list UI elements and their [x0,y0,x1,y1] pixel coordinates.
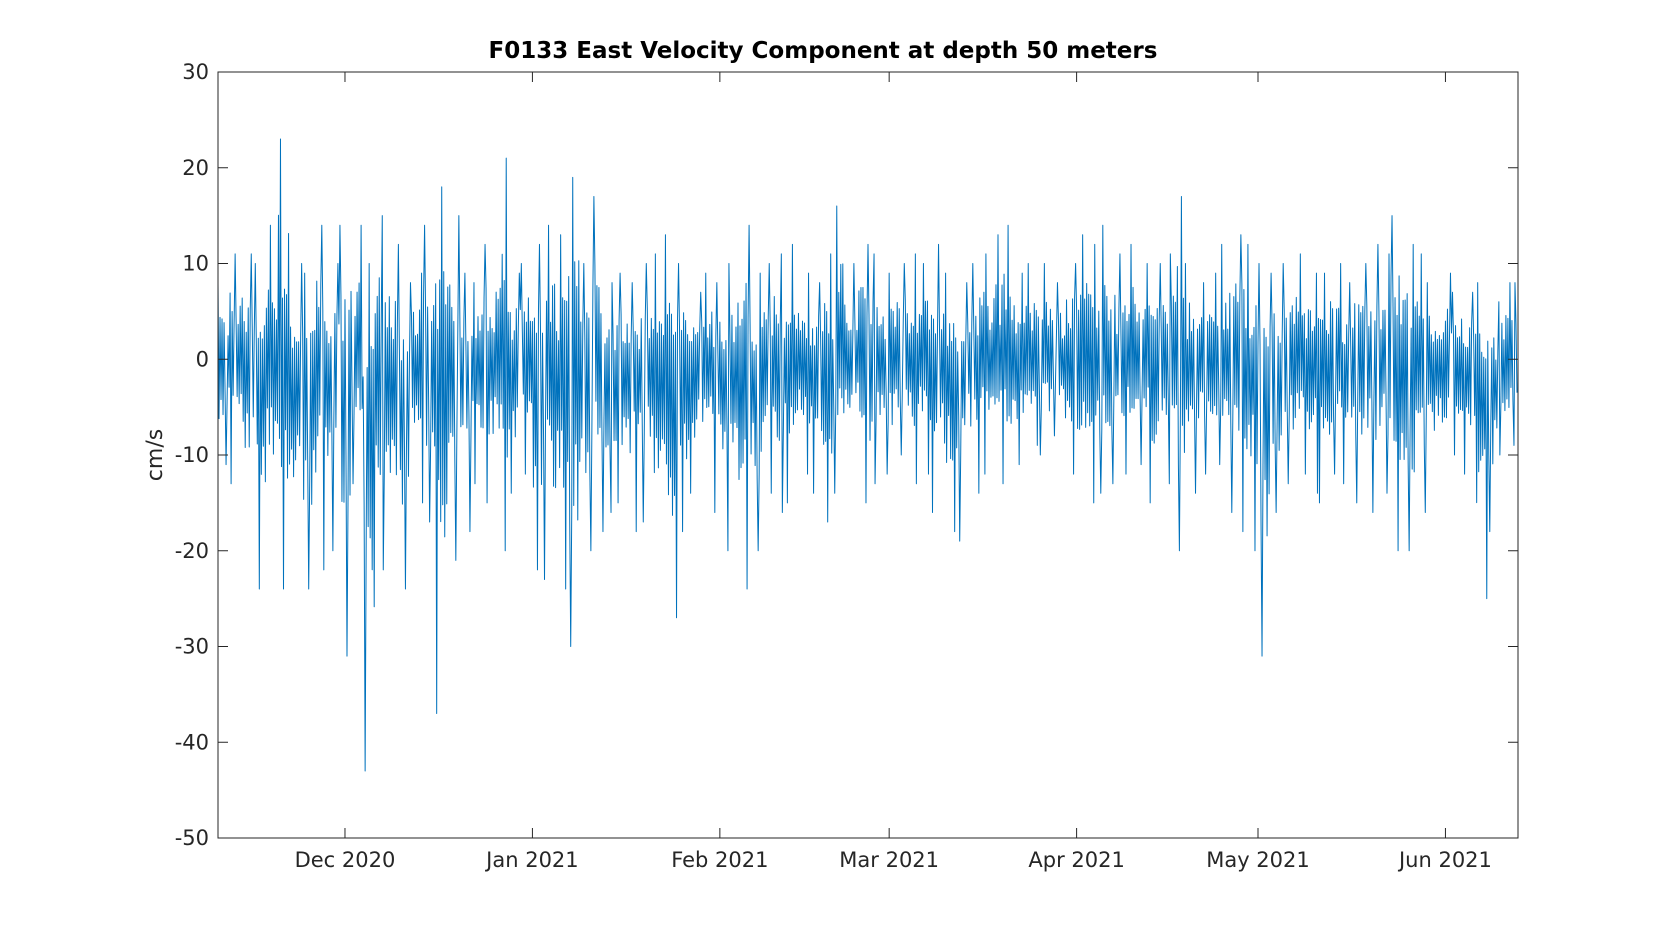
plot-area [218,72,1518,838]
x-tick-label: Apr 2021 [1028,848,1124,872]
y-tick-label: 10 [182,252,209,276]
y-tick-label: 0 [196,347,209,371]
y-tick-label: -20 [175,539,209,563]
x-tick-label: Mar 2021 [839,848,939,872]
chart-title: F0133 East Velocity Component at depth 5… [489,38,1158,64]
ticks-layer: 30 20 10 0 -10 -20 -30 -40 -50 Dec 2020 Jan 2021 Fe… [175,60,1518,872]
y-tick-label: -10 [175,443,209,467]
y-tick-label: 30 [182,60,209,84]
y-tick-label: -40 [175,730,209,754]
series-line [217,138,1518,772]
y-tick-label: -50 [175,826,209,850]
y-tick-label: -30 [175,635,209,659]
x-tick-label: Feb 2021 [671,848,768,872]
x-tick-label: May 2021 [1206,848,1310,872]
x-tick-label: Dec 2020 [295,848,396,872]
series-layer [217,138,1518,772]
plot-frame [217,71,1519,839]
y-axis-label: cm/s [143,429,168,481]
x-tick-label: Jan 2021 [484,848,579,872]
x-tick-label: Jun 2021 [1397,848,1492,872]
y-tick-label: 20 [182,156,209,180]
